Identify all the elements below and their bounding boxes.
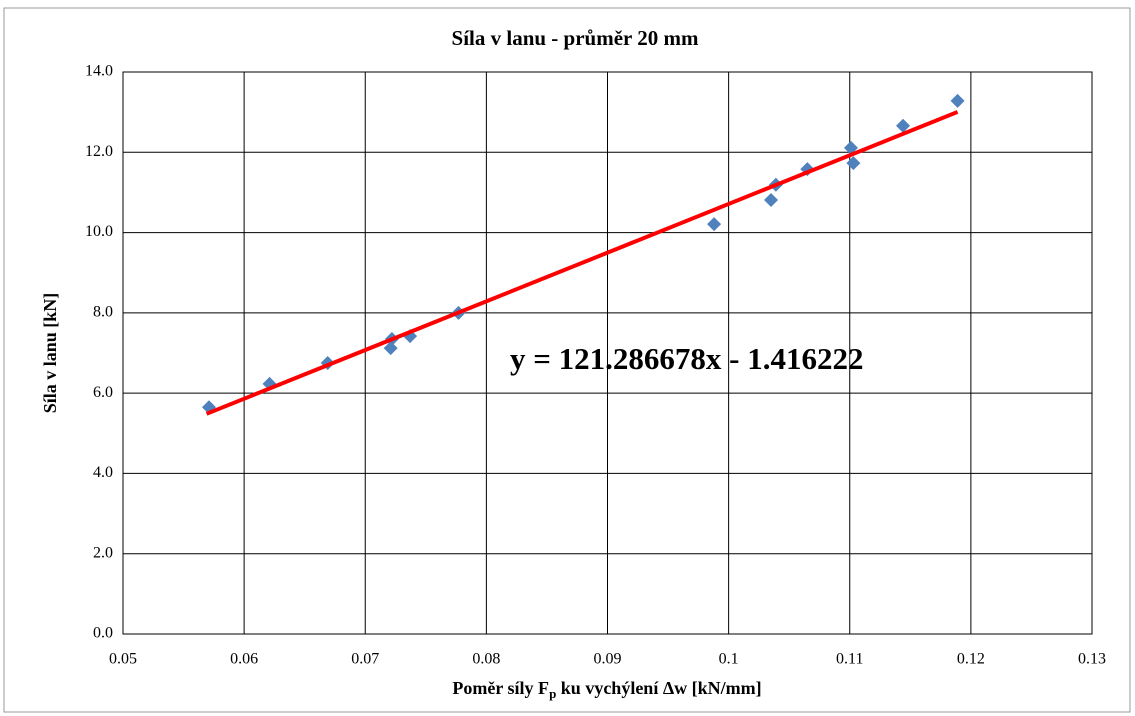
x-tick-label: 0.07 (351, 651, 379, 668)
x-axis-label-sub: p (549, 686, 556, 701)
chart-title: Síla v lanu - průměr 20 mm (452, 26, 699, 50)
y-tick-label: 8.0 (93, 304, 113, 321)
data-point (764, 193, 779, 208)
x-tick-label: 0.1 (719, 651, 739, 668)
data-point (896, 118, 911, 133)
y-tick-label: 4.0 (93, 464, 113, 481)
data-point (846, 156, 861, 171)
x-axis-label: Poměr síly Fp ku vychýlení Δw [kN/mm] (452, 678, 761, 701)
x-tick-label: 0.13 (1078, 651, 1106, 668)
x-tick-label: 0.08 (472, 651, 500, 668)
y-axis-label: Síla v lanu [kN] (40, 293, 60, 414)
x-tick-label: 0.09 (594, 651, 622, 668)
x-tick-label: 0.12 (957, 651, 985, 668)
data-point (707, 217, 722, 232)
chart-frame (3, 7, 1131, 713)
x-tick-label: 0.11 (836, 651, 863, 668)
y-tick-label: 2.0 (93, 544, 113, 561)
y-tick-label: 0.0 (93, 625, 113, 642)
data-point (950, 93, 965, 108)
y-tick-label: 10.0 (85, 223, 113, 240)
data-point (383, 341, 398, 356)
x-axis-label-part: Poměr síly F (452, 678, 549, 698)
y-tick-label: 6.0 (93, 384, 113, 401)
y-tick-label: 12.0 (85, 143, 113, 160)
trendline-equation: y = 121.286678x - 1.416222 (510, 341, 864, 376)
y-tick-label: 14.0 (85, 63, 113, 80)
trendline (205, 110, 959, 416)
x-axis-label-part: ku vychýlení Δw [kN/mm] (556, 678, 761, 698)
x-tick-label: 0.06 (230, 651, 258, 668)
x-tick-label: 0.05 (109, 651, 137, 668)
